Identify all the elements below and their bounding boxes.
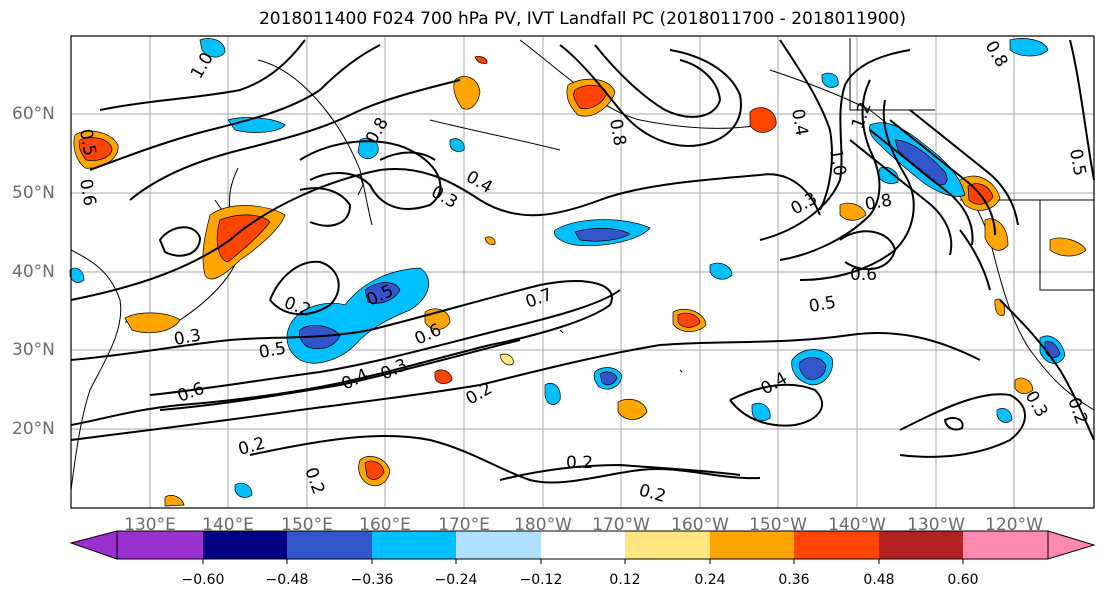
lat-label: 40°N bbox=[12, 262, 55, 282]
colorbar-tick-label: −0.24 bbox=[434, 572, 478, 588]
lon-label: 150°W bbox=[749, 515, 807, 535]
lon-label: 170°E bbox=[438, 515, 490, 535]
contour-label: 0.5 bbox=[75, 127, 99, 157]
colorbar-tick-label: −0.36 bbox=[350, 572, 394, 588]
lon-label: 160°W bbox=[671, 515, 729, 535]
colorbar-tick-label: 0.48 bbox=[863, 572, 895, 588]
lon-label: 130°E bbox=[124, 515, 176, 535]
colorbar-segment bbox=[541, 531, 625, 559]
colorbar-tick-label: 0.60 bbox=[947, 572, 979, 588]
contour-label: 0.2 bbox=[566, 453, 593, 473]
colorbar-extend-right bbox=[1047, 530, 1096, 560]
colorbar-segment bbox=[710, 531, 794, 559]
colorbar-segment bbox=[879, 531, 963, 559]
colorbar-segment bbox=[456, 531, 541, 559]
lon-label: 170°W bbox=[592, 515, 650, 535]
lon-label: 120°W bbox=[985, 515, 1043, 535]
colorbar-segment bbox=[963, 531, 1048, 559]
colorbar-tick-label: −0.48 bbox=[265, 572, 309, 588]
colorbar-segment bbox=[117, 531, 203, 559]
colorbar-extend-left bbox=[69, 530, 118, 560]
lat-label: 20°N bbox=[12, 419, 55, 439]
map-panel: 1.0 0.5 0.6 0.8 0.3 0.4 0.2 0.5 0.7 0.6 … bbox=[69, 35, 1095, 509]
map-title: 2018011400 F024 700 hPa PV, IVT Landfall… bbox=[258, 9, 906, 29]
shading-negative bbox=[69, 38, 1066, 498]
colorbar-tick-label: 0.36 bbox=[778, 572, 810, 588]
colorbar-tick-label: −0.12 bbox=[519, 572, 563, 588]
contour-label: 0.5 bbox=[807, 293, 837, 317]
contour-label: 0.4 bbox=[787, 107, 811, 137]
contour-label: 0.8 bbox=[605, 117, 629, 147]
colorbar-tick-label: −0.60 bbox=[181, 572, 225, 588]
contour-label: 0.5 bbox=[257, 339, 287, 363]
contour-label: 0.6 bbox=[75, 177, 99, 207]
contour-label: 0.8 bbox=[863, 191, 893, 215]
lon-label: 140°W bbox=[828, 515, 886, 535]
lon-label: 150°E bbox=[281, 515, 333, 535]
contour-label: 1.0 bbox=[825, 147, 849, 177]
lat-label: 30°N bbox=[12, 340, 55, 360]
lat-label: 60°N bbox=[12, 104, 55, 124]
lon-label: 180°W bbox=[514, 515, 572, 535]
shading-positive bbox=[73, 56, 1087, 507]
contour-label: 0.6 bbox=[850, 265, 877, 285]
map-frame bbox=[70, 35, 1095, 509]
lat-label: 50°N bbox=[12, 183, 55, 203]
contour-label: 0.3 bbox=[172, 326, 202, 350]
colorbar-segment bbox=[203, 531, 287, 559]
colorbar-tick-label: 0.24 bbox=[694, 572, 726, 588]
colorbar-segment bbox=[287, 531, 372, 559]
colorbar-segment bbox=[625, 531, 710, 559]
colorbar-tick-label: 0.12 bbox=[609, 572, 641, 588]
colorbar-segment bbox=[372, 531, 456, 559]
contour-label: 0.5 bbox=[1065, 147, 1089, 177]
colorbar-segment bbox=[794, 531, 879, 559]
pv-contours bbox=[70, 39, 1095, 484]
lon-label: 160°E bbox=[359, 515, 411, 535]
colorbar bbox=[69, 530, 1096, 564]
lon-label: 140°E bbox=[202, 515, 254, 535]
lon-label: 130°W bbox=[907, 515, 965, 535]
